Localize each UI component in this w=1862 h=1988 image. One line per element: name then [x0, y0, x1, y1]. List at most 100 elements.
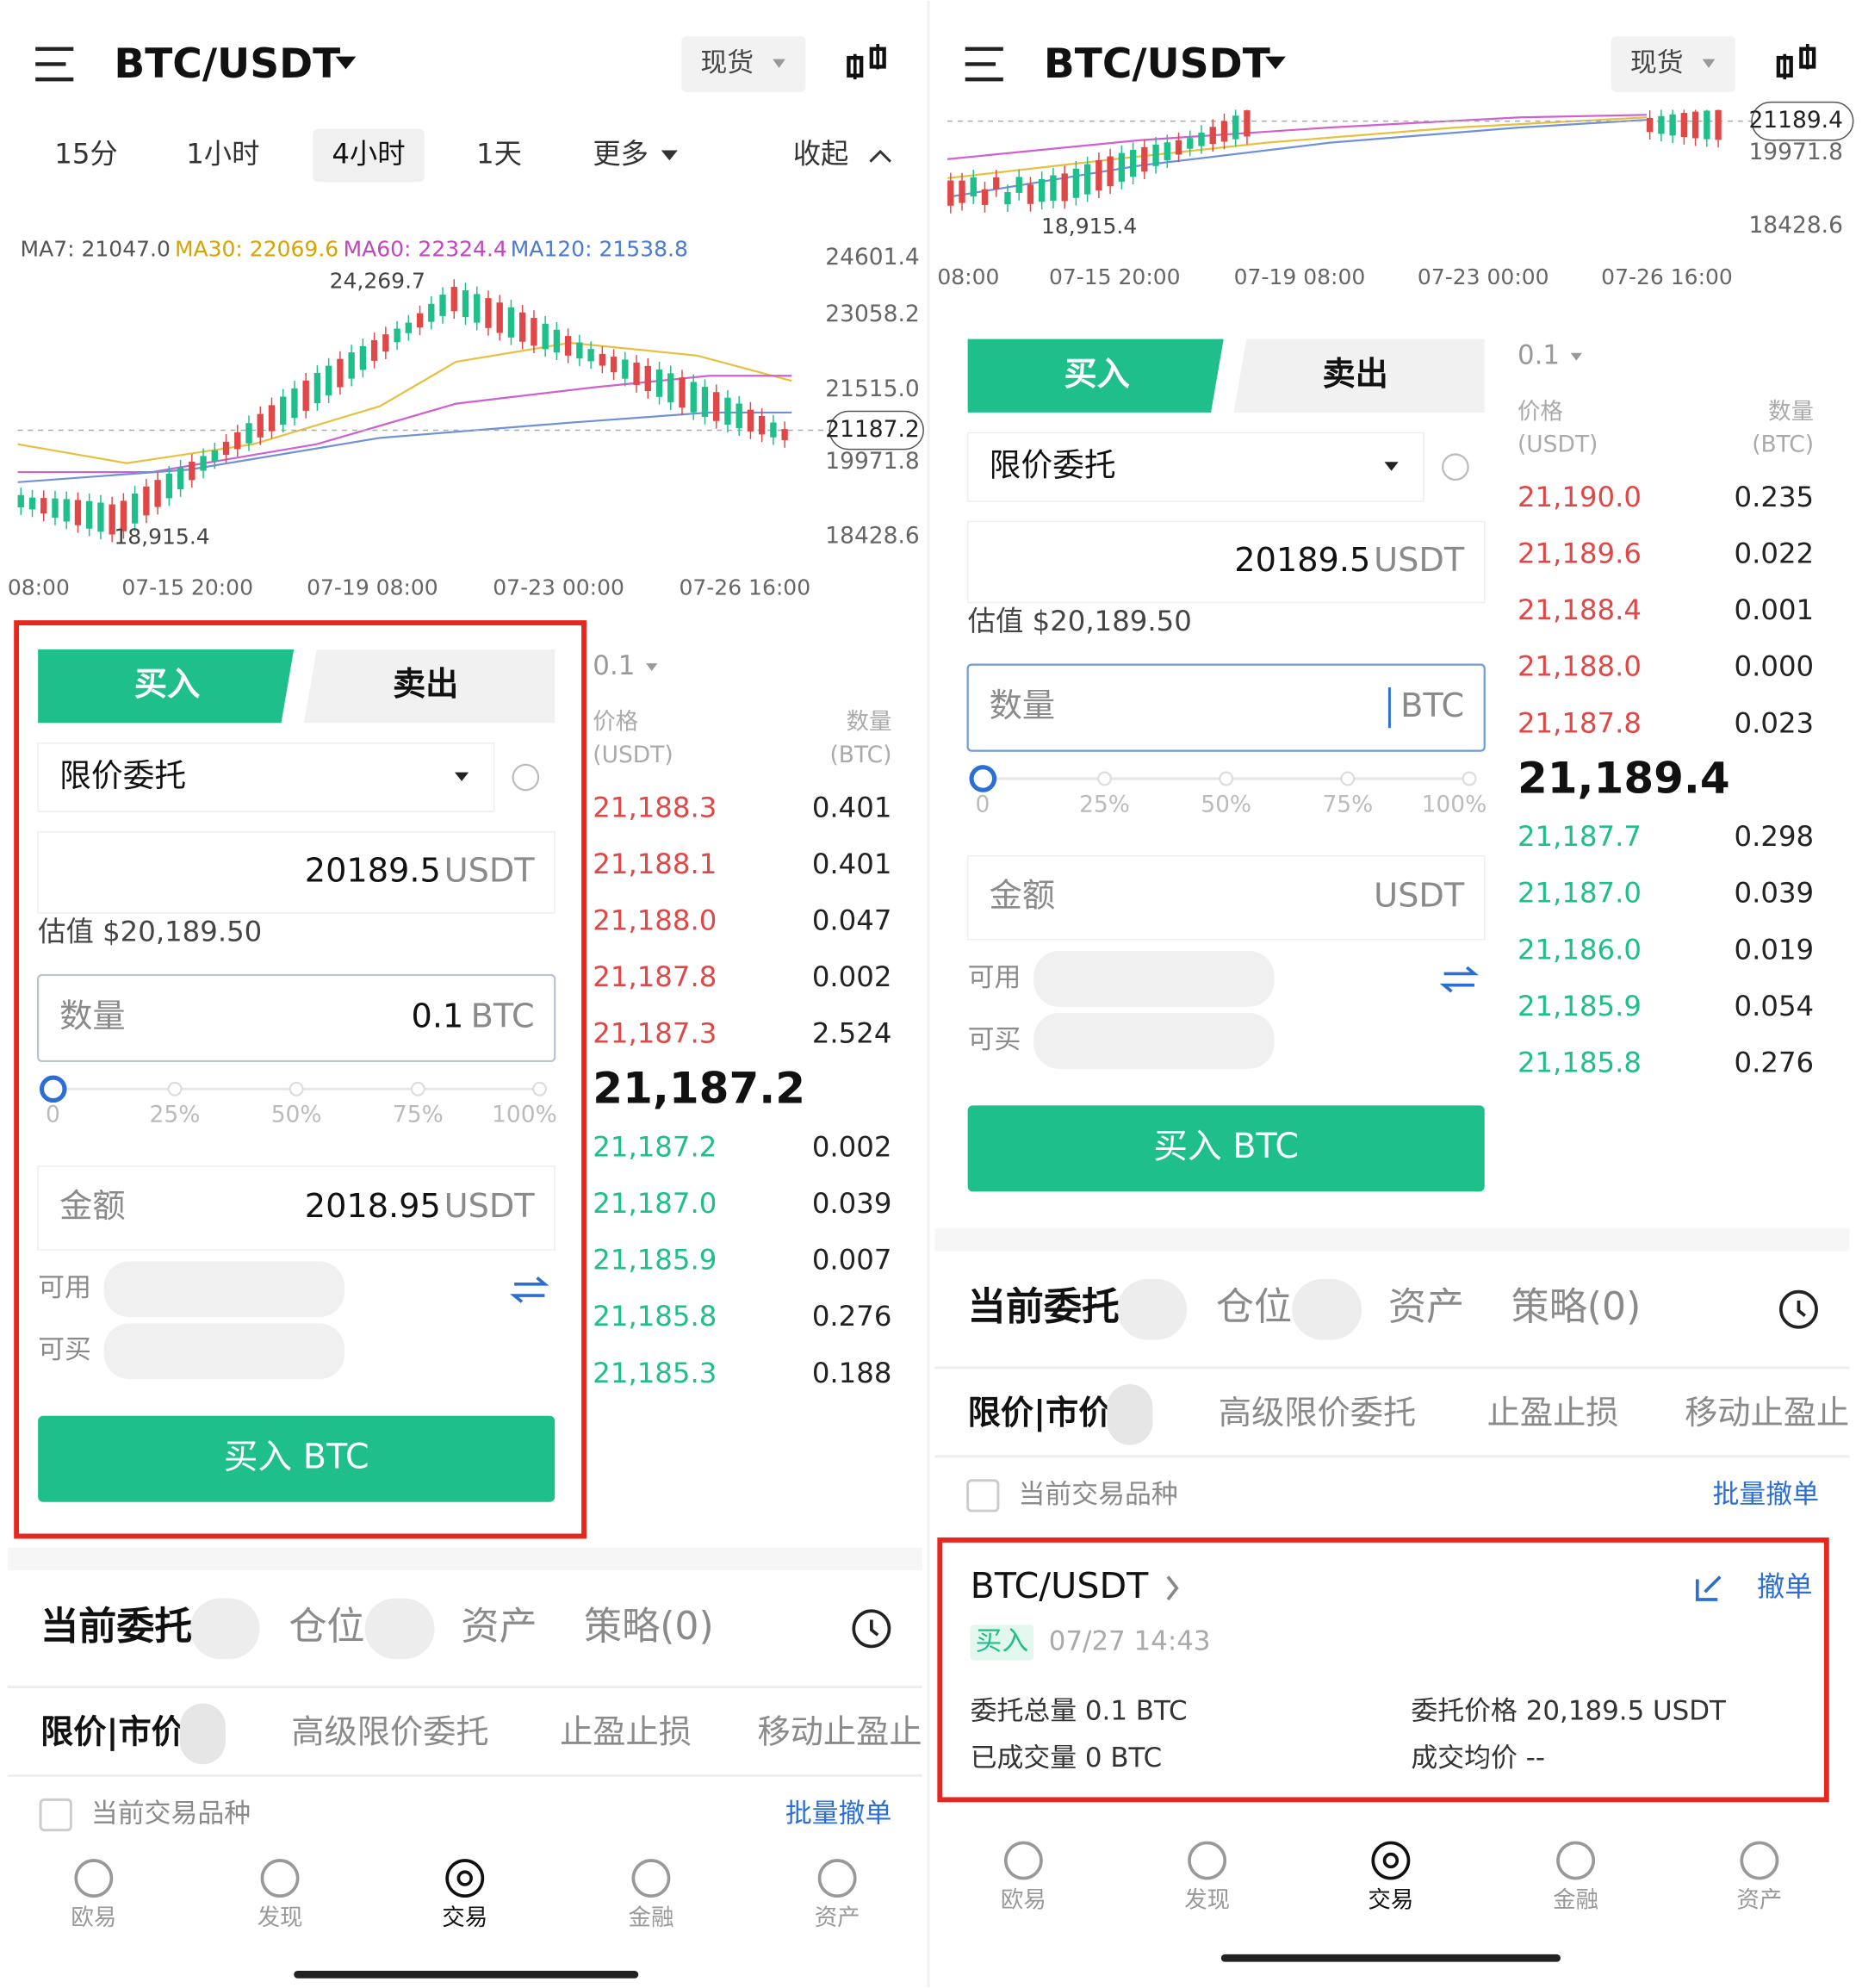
amount-input[interactable]	[37, 1165, 555, 1251]
depth-step[interactable]: 0.1	[1518, 340, 1560, 371]
interval-tab[interactable]: 1天	[476, 137, 522, 170]
candle	[1039, 179, 1046, 202]
nav-icon[interactable]	[1188, 1841, 1227, 1880]
orders-tab[interactable]: 资产	[1388, 1285, 1464, 1329]
qty-input[interactable]	[966, 663, 1486, 752]
interval-tab[interactable]: 更多	[593, 137, 649, 170]
cancel-all[interactable]: 批量撤单	[1712, 1479, 1819, 1510]
market-label[interactable]: 现货	[700, 47, 754, 78]
nav-icon[interactable]	[817, 1859, 857, 1898]
nav-icon[interactable]	[74, 1859, 114, 1898]
nav-label[interactable]: 资产	[815, 1904, 860, 1931]
cancel-order[interactable]: 撤单	[1757, 1570, 1813, 1603]
highlight-box	[14, 620, 587, 1539]
info-icon[interactable]	[512, 763, 540, 792]
interval-tab[interactable]: 1小时	[186, 137, 259, 170]
order-type-select[interactable]	[966, 432, 1424, 502]
nav-icon[interactable]	[1003, 1841, 1043, 1880]
depth-step[interactable]: 0.1	[593, 650, 635, 681]
submit-label[interactable]: 买入 BTC	[224, 1437, 369, 1476]
blurred-count	[364, 1598, 435, 1660]
market-pill[interactable]	[1611, 36, 1735, 92]
amount-input[interactable]	[966, 854, 1486, 941]
history-icon[interactable]	[1779, 1289, 1818, 1329]
orders-tab[interactable]: 当前委托	[40, 1605, 192, 1649]
nav-icon[interactable]	[1371, 1841, 1411, 1880]
sub-tab[interactable]: 高级限价委托	[291, 1713, 488, 1751]
checkbox[interactable]	[966, 1479, 1000, 1513]
market-pill[interactable]	[681, 36, 806, 92]
orders-tab[interactable]: 策略(0)	[1511, 1285, 1642, 1329]
info-icon[interactable]	[1442, 453, 1469, 481]
sub-tab[interactable]: 移动止盈止	[1685, 1395, 1849, 1432]
sell-tab-label[interactable]: 卖出	[1322, 356, 1387, 394]
ma-label: MA120: 21538.8	[511, 237, 688, 262]
qty-input[interactable]	[37, 973, 556, 1063]
nav-label[interactable]: 发现	[1184, 1887, 1230, 1914]
nav-icon[interactable]	[445, 1859, 485, 1898]
swap-icon[interactable]	[510, 1277, 549, 1303]
nav-label[interactable]: 金融	[1553, 1887, 1598, 1914]
buy-tab[interactable]	[967, 339, 1224, 413]
candle	[302, 380, 309, 411]
price-input[interactable]	[37, 831, 555, 914]
submit-button[interactable]	[38, 1415, 555, 1502]
buy-tab[interactable]	[38, 649, 295, 724]
submit-button[interactable]	[967, 1105, 1485, 1192]
nav-label[interactable]: 欧易	[71, 1904, 116, 1931]
order-pair[interactable]: BTC/USDT	[971, 1565, 1150, 1606]
order-type-select[interactable]	[37, 742, 495, 812]
checkbox[interactable]	[39, 1798, 72, 1832]
candle	[1198, 133, 1205, 146]
slider-handle[interactable]	[39, 1075, 67, 1103]
buy-tab-label[interactable]: 买入	[134, 666, 200, 704]
nav-icon[interactable]	[631, 1859, 671, 1898]
sub-tab[interactable]: 限价|市价	[40, 1713, 185, 1751]
sub-tab[interactable]: 止盈止损	[1487, 1395, 1619, 1432]
orders-tab[interactable]: 资产	[461, 1605, 537, 1649]
amount-value: 2018.95	[305, 1188, 441, 1226]
nav-icon[interactable]	[1740, 1841, 1779, 1880]
cancel-all[interactable]: 批量撤单	[785, 1799, 892, 1830]
price-value: 20189.5	[1234, 542, 1370, 580]
sub-tab[interactable]: 移动止盈止	[758, 1713, 922, 1751]
interval-tab[interactable]: 4小时	[332, 137, 405, 170]
sell-tab[interactable]	[1233, 339, 1485, 413]
orders-tab[interactable]: 仓位	[1216, 1285, 1292, 1329]
pair-title[interactable]: BTC/USDT	[114, 40, 340, 88]
submit-label[interactable]: 买入 BTC	[1153, 1127, 1299, 1166]
edit-icon[interactable]	[1695, 1575, 1722, 1601]
amount-unit: USDT	[1374, 878, 1465, 916]
nav-icon[interactable]	[260, 1859, 300, 1898]
candle	[959, 180, 965, 203]
sell-tab[interactable]	[303, 649, 555, 724]
market-label[interactable]: 现货	[1630, 47, 1684, 78]
nav-label[interactable]: 资产	[1736, 1887, 1782, 1914]
nav-icon[interactable]	[1556, 1841, 1596, 1880]
ask-qty: 0.401	[812, 848, 892, 880]
slider-handle[interactable]	[969, 765, 997, 792]
orders-tab[interactable]: 策略(0)	[584, 1605, 714, 1649]
history-icon[interactable]	[852, 1609, 891, 1649]
nav-label[interactable]: 金融	[628, 1904, 673, 1931]
buy-tab-label[interactable]: 买入	[1064, 356, 1129, 394]
highlight-box	[937, 1537, 1829, 1803]
orders-tab[interactable]: 当前委托	[968, 1285, 1120, 1329]
sub-tab[interactable]: 限价|市价	[968, 1395, 1113, 1432]
nav-label[interactable]: 交易	[442, 1904, 487, 1931]
sell-tab-label[interactable]: 卖出	[393, 666, 458, 704]
nav-label[interactable]: 欧易	[1001, 1887, 1046, 1914]
pair-title[interactable]: BTC/USDT	[1044, 40, 1270, 88]
price-input[interactable]	[966, 520, 1486, 604]
sub-tab[interactable]: 止盈止损	[560, 1713, 692, 1751]
sub-tab[interactable]: 高级限价委托	[1219, 1395, 1416, 1432]
time-label: 08:00	[8, 575, 70, 600]
interval-tab[interactable]: 收起	[793, 137, 849, 170]
nav-label[interactable]: 发现	[258, 1904, 303, 1931]
nav-label[interactable]: 交易	[1368, 1887, 1413, 1914]
interval-tab[interactable]: 15分	[54, 137, 118, 170]
swap-icon[interactable]	[1439, 966, 1480, 993]
collapse-chevron	[869, 149, 891, 163]
orders-tab[interactable]: 仓位	[289, 1605, 364, 1649]
